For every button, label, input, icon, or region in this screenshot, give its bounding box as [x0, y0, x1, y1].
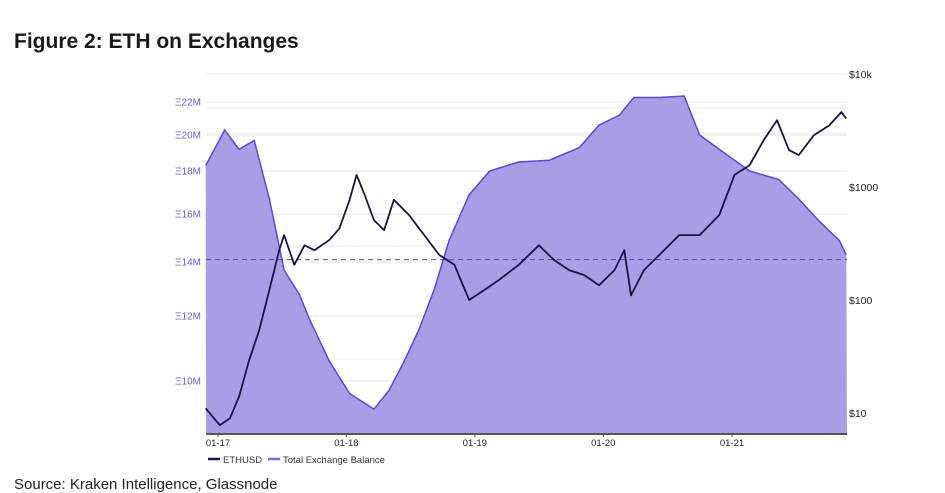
figure-title: Figure 2: ETH on Exchanges	[14, 30, 299, 53]
ethusd-line	[205, 111, 848, 427]
left-tick-label: Ξ12M	[175, 312, 201, 323]
x-axis: 01-17 01-18 01-19 01-20 01-21	[206, 433, 847, 449]
right-tick-label: $100	[849, 295, 873, 307]
right-tick-label: $10	[849, 408, 867, 420]
x-tick-label: 01-17	[206, 438, 230, 449]
balance-series	[205, 95, 847, 434]
legend-label-balance: Total Exchange Balance	[283, 455, 385, 466]
balance-line	[205, 95, 847, 411]
right-tick-label: $10k	[849, 69, 873, 81]
left-tick-label: Ξ16M	[175, 210, 201, 221]
balance-area	[205, 96, 847, 434]
left-axis: Ξ10M Ξ12M Ξ14M Ξ16M Ξ18M Ξ20M Ξ22M	[175, 98, 201, 388]
x-tick-label: 01-21	[720, 438, 744, 449]
legend-label-ethusd: ETHUSD	[223, 455, 262, 466]
ethusd-series	[205, 111, 848, 427]
right-axis: $10 $100 $1000 $10k	[849, 69, 878, 420]
x-tick-label: 01-20	[591, 438, 615, 449]
left-tick-label: Ξ10M	[175, 377, 201, 388]
left-tick-label: Ξ18M	[175, 167, 201, 178]
left-tick-label: Ξ22M	[175, 98, 201, 109]
x-tick-label: 01-19	[463, 438, 487, 449]
left-tick-label: Ξ20M	[175, 131, 201, 142]
x-tick-label: 01-18	[334, 438, 358, 449]
right-tick-label: $1000	[849, 182, 878, 194]
legend: ETHUSD Total Exchange Balance	[208, 455, 385, 466]
left-tick-label: Ξ14M	[175, 258, 201, 269]
